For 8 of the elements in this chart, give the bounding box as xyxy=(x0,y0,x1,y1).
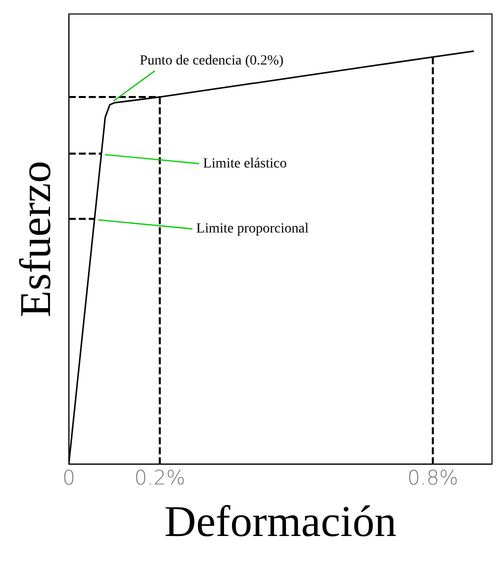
x-axis-title: Deformación xyxy=(164,497,396,546)
x-tick-label: 0.8% xyxy=(407,465,458,490)
x-tick-label: 0.2% xyxy=(134,465,186,490)
y-axis-title: Esfuerzo xyxy=(10,160,60,318)
annotation: Limite elástico xyxy=(203,156,287,172)
x-tick-label: 0 xyxy=(62,465,76,490)
annotation: Limite proporcional xyxy=(196,222,309,237)
annotation: Punto de cedencia (0.2%) xyxy=(140,54,284,69)
